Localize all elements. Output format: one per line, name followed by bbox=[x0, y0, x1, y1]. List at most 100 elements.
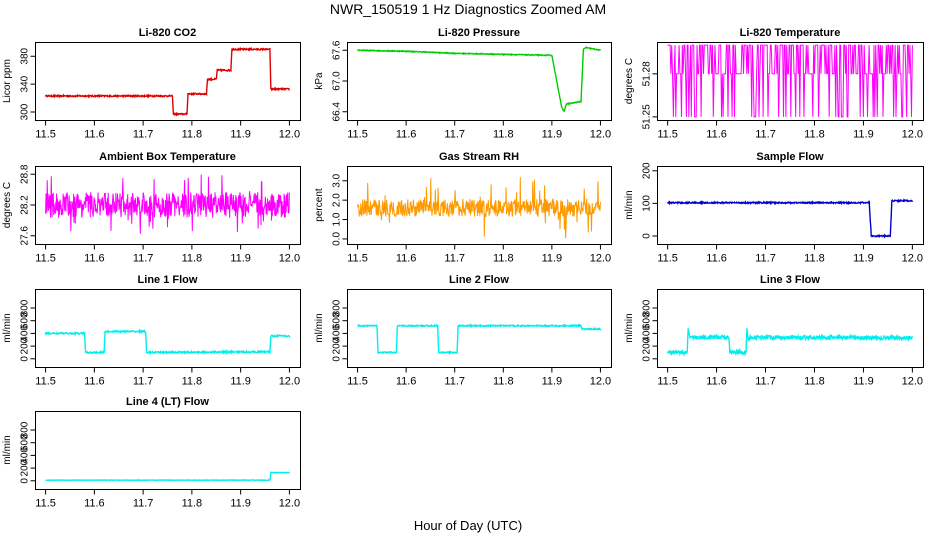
x-tick-label: 11.9 bbox=[853, 129, 874, 141]
data-series bbox=[667, 44, 913, 118]
x-tick-label: 11.6 bbox=[706, 253, 727, 265]
y-tick-label: 67.0 bbox=[332, 71, 343, 91]
x-tick-label: 11.5 bbox=[347, 376, 368, 388]
x-tick-label: 11.9 bbox=[230, 376, 251, 388]
y-tick-label: 66.4 bbox=[332, 102, 343, 122]
series-line bbox=[357, 177, 601, 239]
y-tick-label: 0 bbox=[20, 478, 31, 484]
series-line bbox=[667, 44, 913, 118]
y-tick-label: 800 bbox=[642, 299, 653, 316]
x-tick-label: 12.0 bbox=[902, 376, 923, 388]
y-tick-label: 400 bbox=[20, 447, 31, 464]
x-tick-label: 11.8 bbox=[182, 253, 203, 265]
plot-frame bbox=[347, 289, 612, 368]
data-series bbox=[44, 328, 291, 356]
x-tick-label: 11.6 bbox=[706, 129, 727, 141]
y-tick-label: 400 bbox=[642, 325, 653, 342]
x-tick-label: 12.0 bbox=[279, 498, 300, 510]
x-tick-label: 11.9 bbox=[853, 253, 874, 265]
x-tick-label: 11.5 bbox=[347, 129, 368, 141]
x-tick-label: 11.7 bbox=[755, 129, 776, 141]
series-line bbox=[666, 198, 914, 239]
y-tick-label: 600 bbox=[20, 434, 31, 451]
x-tick-label: 11.9 bbox=[542, 253, 563, 265]
x-tick-label: 11.8 bbox=[493, 376, 514, 388]
x-tick-label: 11.9 bbox=[230, 498, 251, 510]
y-tick-label: 800 bbox=[332, 299, 343, 316]
plot-frame bbox=[657, 42, 924, 121]
y-axis-label: Licor ppm bbox=[2, 59, 13, 103]
y-tick-label: 600 bbox=[642, 312, 653, 329]
plot-frame bbox=[657, 289, 924, 368]
x-tick-label: 11.6 bbox=[396, 253, 417, 265]
y-tick-label: 0.0 bbox=[332, 232, 343, 246]
panel-title: Li-820 CO2 bbox=[139, 27, 196, 39]
x-tick-label: 11.7 bbox=[133, 498, 154, 510]
x-tick-label: 11.8 bbox=[493, 129, 514, 141]
y-tick-label: 800 bbox=[20, 421, 31, 438]
panel-title: Li-820 Temperature bbox=[740, 27, 841, 39]
chart-panel-3: Li-820 Temperature 11.5 11.6 11.7 11.8 11.9 12… bbox=[624, 27, 924, 141]
x-tick-label: 11.7 bbox=[444, 376, 465, 388]
y-tick-label: 400 bbox=[20, 325, 31, 342]
y-tick-label: 100 bbox=[642, 195, 653, 212]
page-title: NWR_150519 1 Hz Diagnostics Zoomed AM bbox=[329, 1, 607, 17]
x-tick-label: 11.7 bbox=[133, 253, 154, 265]
y-tick-label: 600 bbox=[20, 312, 31, 329]
data-series bbox=[666, 198, 914, 239]
y-tick-label: 300 bbox=[20, 103, 31, 120]
x-tick-label: 11.6 bbox=[706, 376, 727, 388]
y-axis-label: ml/min bbox=[2, 435, 13, 464]
x-tick-label: 11.7 bbox=[444, 253, 465, 265]
x-tick-label: 11.5 bbox=[347, 253, 368, 265]
series-line bbox=[45, 174, 290, 234]
y-tick-label: 67.6 bbox=[332, 40, 343, 60]
data-series bbox=[357, 323, 602, 356]
y-tick-label: 3.0 bbox=[332, 173, 343, 187]
x-tick-label: 11.5 bbox=[657, 253, 678, 265]
y-axis-label: kPa bbox=[314, 72, 325, 90]
y-tick-label: 200 bbox=[642, 337, 653, 354]
plot-frame bbox=[657, 166, 924, 245]
x-tick-label: 12.0 bbox=[590, 376, 611, 388]
y-tick-label: 200 bbox=[20, 459, 31, 476]
y-tick-label: 1.0 bbox=[332, 212, 343, 226]
x-tick-label: 12.0 bbox=[590, 129, 611, 141]
plot-frame bbox=[35, 411, 301, 490]
y-axis-label: ml/min bbox=[314, 313, 325, 342]
plot-frame bbox=[35, 42, 301, 121]
panel-title: Line 3 Flow bbox=[760, 274, 820, 286]
plot-frame bbox=[35, 289, 301, 368]
panel-title: Line 2 Flow bbox=[449, 274, 509, 286]
y-tick-label: 27.6 bbox=[20, 226, 31, 246]
x-axis-label: Hour of Day (UTC) bbox=[413, 518, 523, 533]
y-tick-label: 0 bbox=[642, 233, 653, 239]
series-line bbox=[45, 471, 291, 482]
x-tick-label: 11.6 bbox=[84, 129, 105, 141]
x-tick-label: 11.8 bbox=[804, 129, 825, 141]
y-tick-label: 600 bbox=[332, 312, 343, 329]
y-axis-label: degrees C bbox=[2, 182, 13, 228]
x-tick-label: 12.0 bbox=[279, 376, 300, 388]
data-series bbox=[666, 328, 914, 358]
y-axis-label: ml/min bbox=[2, 313, 13, 342]
series-line bbox=[44, 328, 291, 356]
panel-title: Line 1 Flow bbox=[138, 274, 198, 286]
panel-title: Ambient Box Temperature bbox=[99, 151, 236, 163]
y-tick-label: 2.0 bbox=[332, 193, 343, 207]
x-tick-label: 11.8 bbox=[182, 129, 203, 141]
chart-panel-2: Li-820 Pressure 11.5 11.6 11.7 11.8 11.9 12.0 6… bbox=[314, 27, 612, 141]
x-tick-label: 11.8 bbox=[493, 253, 514, 265]
x-tick-label: 11.7 bbox=[755, 253, 776, 265]
y-tick-label: 200 bbox=[332, 337, 343, 354]
chart-panel-5: Gas Stream RH 11.5 11.6 11.7 11.8 11.9 12.0 0.0… bbox=[314, 151, 612, 265]
x-tick-label: 11.7 bbox=[133, 376, 154, 388]
x-tick-label: 12.0 bbox=[902, 129, 923, 141]
data-series bbox=[45, 174, 290, 234]
x-tick-label: 11.9 bbox=[542, 376, 563, 388]
x-tick-label: 11.8 bbox=[804, 253, 825, 265]
x-tick-label: 11.8 bbox=[182, 376, 203, 388]
panel-title: Line 4 (LT) Flow bbox=[126, 396, 209, 408]
chart-panel-4: Ambient Box Temperature 11.5 11.6 11.7 11.8 1… bbox=[2, 151, 301, 265]
series-line bbox=[356, 45, 602, 112]
